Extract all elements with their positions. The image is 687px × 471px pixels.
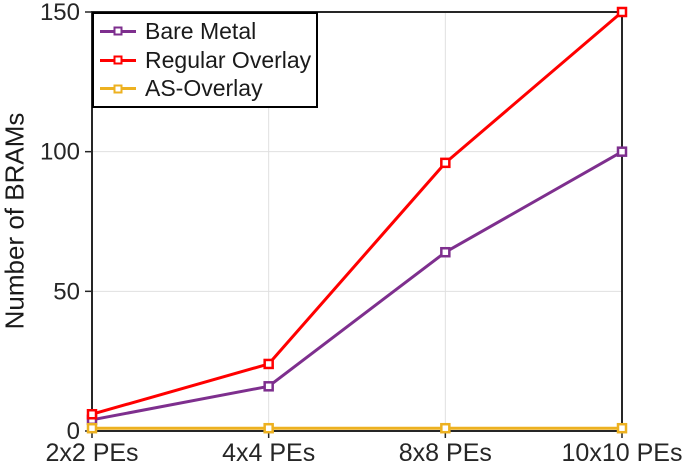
- legend-label-as-overlay: AS-Overlay: [145, 75, 263, 102]
- square-marker-icon: [113, 55, 123, 65]
- data-point-marker: [440, 422, 451, 434]
- data-point-marker: [616, 422, 628, 434]
- y-axis-label: Number of BRAMs: [0, 112, 30, 330]
- legend-line-sample-as-overlay: [100, 84, 136, 94]
- data-point-marker: [263, 358, 274, 370]
- legend-item-regular-overlay: Regular Overlay: [100, 46, 316, 73]
- x-tick-label: 10x10 PEs: [562, 439, 683, 467]
- data-point-marker: [263, 381, 274, 392]
- data-point-marker: [616, 6, 628, 18]
- y-tick-label: 100: [40, 139, 80, 166]
- x-tick-label: 8x8 PEs: [399, 439, 492, 467]
- legend-line-sample-regular-overlay: [100, 55, 136, 65]
- legend-label-bare-metal: Bare Metal: [145, 17, 257, 44]
- x-tick-label: 2x2 PEs: [45, 439, 138, 467]
- legend-item-as-overlay: AS-Overlay: [100, 77, 316, 100]
- square-marker-icon: [113, 26, 123, 36]
- x-tick-label: 4x4 PEs: [222, 439, 315, 467]
- y-tick-label: 150: [40, 0, 80, 26]
- line-bare-metal: [91, 150, 623, 422]
- legend: Bare Metal Regular Overlay AS-Overlay: [92, 12, 318, 108]
- data-point-marker: [86, 422, 98, 434]
- data-point-marker: [440, 246, 451, 258]
- x-tick-labels: 2x2 PEs 4x4 PEs 8x8 PEs 10x10 PEs: [45, 439, 682, 467]
- data-point-marker: [86, 408, 98, 420]
- y-tick-label: 50: [53, 278, 80, 305]
- line-regular-overlay: [91, 10, 623, 416]
- square-marker-icon: [113, 84, 123, 94]
- data-point-marker: [263, 422, 274, 434]
- axes-box: [91, 11, 623, 432]
- legend-item-bare-metal: Bare Metal: [100, 17, 316, 44]
- legend-label-regular-overlay: Regular Overlay: [145, 46, 312, 73]
- data-point-marker: [440, 157, 451, 169]
- series-regular-overlay: [86, 6, 628, 420]
- legend-line-sample-bare-metal: [100, 26, 136, 36]
- series-as-overlay: [86, 422, 628, 434]
- series-bare-metal: [86, 146, 628, 426]
- y-tick-labels: 0 50 100 150: [40, 0, 80, 445]
- data-point-marker: [616, 146, 628, 157]
- y-tick-label: 0: [67, 418, 80, 445]
